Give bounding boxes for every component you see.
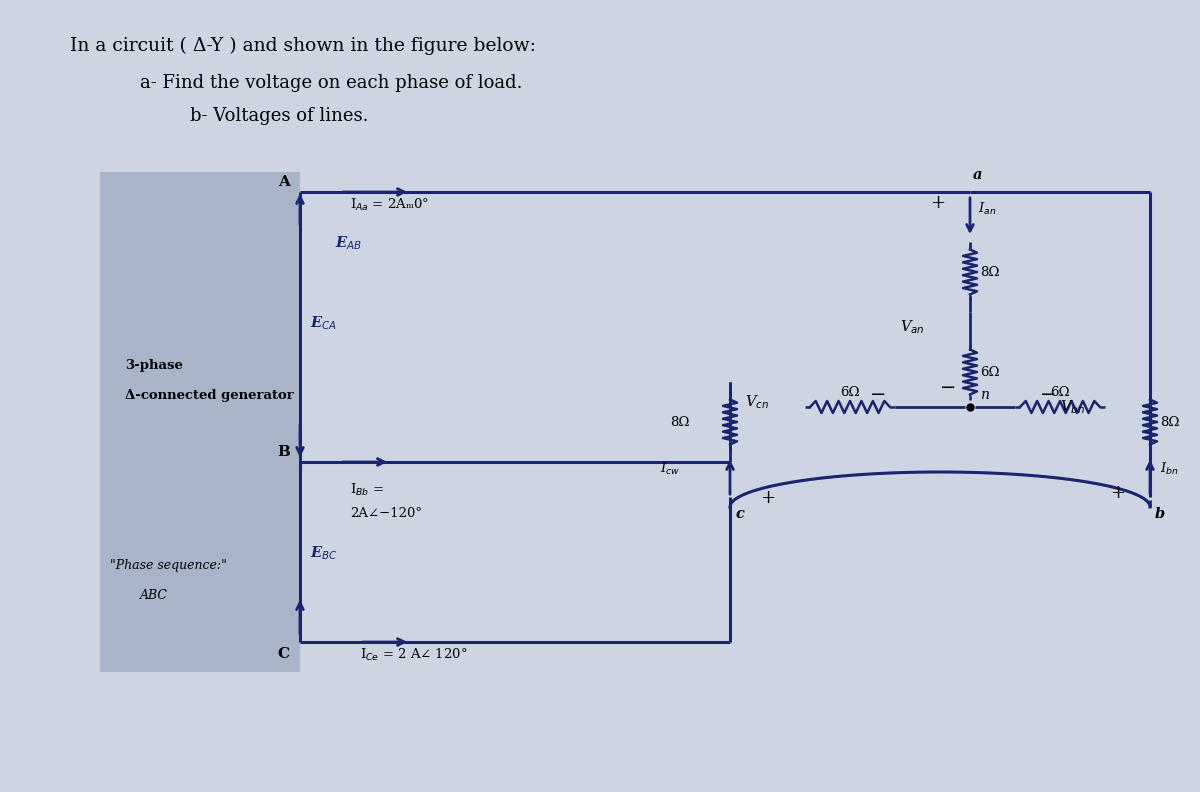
Text: 8Ω: 8Ω xyxy=(670,416,689,428)
Text: 6Ω: 6Ω xyxy=(980,365,1000,379)
Text: I$_{Ce}$ = 2 A∠ 120°: I$_{Ce}$ = 2 A∠ 120° xyxy=(360,647,468,663)
Text: b: b xyxy=(1154,507,1165,521)
Text: E$_{AB}$: E$_{AB}$ xyxy=(335,234,362,252)
Text: I$_{Aa}$ = 2Aₘ0°: I$_{Aa}$ = 2Aₘ0° xyxy=(350,197,430,213)
Text: Δ-connected generator: Δ-connected generator xyxy=(125,389,294,402)
Text: I$_{Bb}$ =: I$_{Bb}$ = xyxy=(350,482,384,498)
Text: 8Ω: 8Ω xyxy=(980,265,1000,279)
Text: In a circuit ( Δ-Y ) and shown in the figure below:: In a circuit ( Δ-Y ) and shown in the fi… xyxy=(70,37,536,55)
Text: +: + xyxy=(1110,484,1126,502)
Text: +: + xyxy=(930,194,946,212)
Text: B: B xyxy=(277,445,290,459)
Text: −: − xyxy=(940,379,956,397)
Text: a: a xyxy=(973,168,983,182)
Text: V$_{cn}$: V$_{cn}$ xyxy=(745,393,769,411)
Text: E$_{BC}$: E$_{BC}$ xyxy=(310,544,337,562)
Text: 6Ω: 6Ω xyxy=(840,386,859,399)
Text: C: C xyxy=(278,647,290,661)
Text: 8Ω: 8Ω xyxy=(1160,416,1180,428)
Text: n: n xyxy=(980,388,989,402)
Text: E$_{CA}$: E$_{CA}$ xyxy=(310,314,337,332)
Text: V$_{an}$: V$_{an}$ xyxy=(900,318,925,336)
Text: I$_{an}$: I$_{an}$ xyxy=(978,201,996,217)
Text: −: − xyxy=(1040,386,1056,404)
Text: A: A xyxy=(278,175,290,189)
Text: "Phase sequence:": "Phase sequence:" xyxy=(110,559,227,572)
Text: +: + xyxy=(760,489,775,507)
Text: 3-phase: 3-phase xyxy=(125,359,182,372)
Text: c: c xyxy=(734,507,744,521)
Text: I$_{bn}$: I$_{bn}$ xyxy=(1160,461,1178,477)
Text: I$_{cw}$: I$_{cw}$ xyxy=(660,461,680,477)
Text: ABC: ABC xyxy=(140,589,168,602)
Text: 6Ω: 6Ω xyxy=(1050,386,1069,399)
Text: −: − xyxy=(870,386,887,404)
Text: 2A∠−120°: 2A∠−120° xyxy=(350,507,422,520)
Text: a- Find the voltage on each phase of load.: a- Find the voltage on each phase of loa… xyxy=(140,74,522,92)
Text: b- Voltages of lines.: b- Voltages of lines. xyxy=(190,107,368,125)
Bar xyxy=(100,172,300,672)
Text: V$_{bn}$: V$_{bn}$ xyxy=(1060,398,1085,416)
